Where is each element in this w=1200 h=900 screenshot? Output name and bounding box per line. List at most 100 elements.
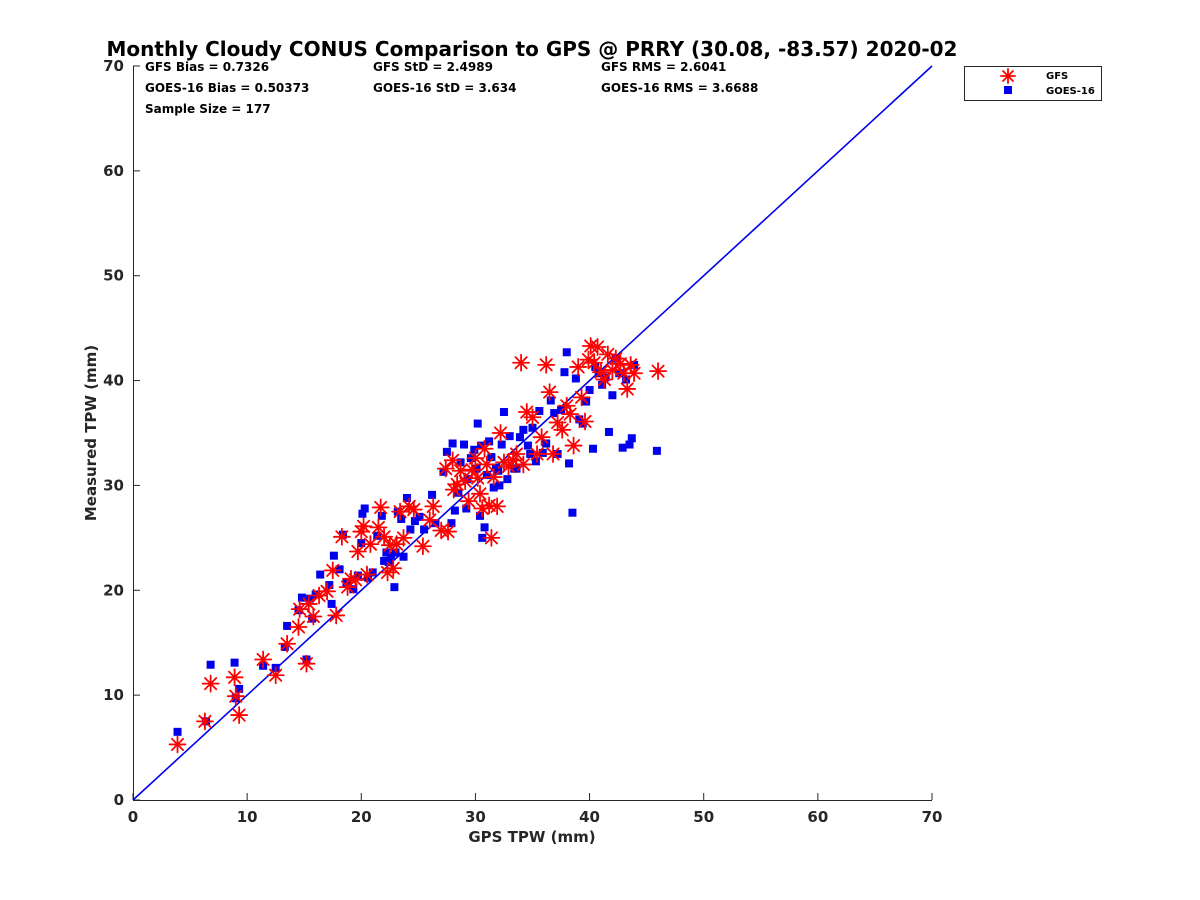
gfs-point [400,497,419,516]
gfs-point [414,537,432,556]
goes16-point [478,533,487,542]
goes16-point [542,439,551,448]
legend-gfs-marker [1000,68,1016,84]
gfs-point [468,469,487,487]
gfs-point [420,511,439,529]
goes16-point [482,470,491,479]
gfs-point [226,687,245,706]
goes-bias-text: GOES-16 Bias = 0.50373 [145,81,309,95]
gfs-point [459,492,478,511]
gfs-point [424,497,443,516]
goes16-point [428,490,437,499]
goes16-point [283,621,292,630]
gfs-point [361,535,380,554]
goes16-point [357,539,366,548]
goes16-point [235,684,244,693]
gfs-point [230,706,249,724]
goes16-point [377,511,386,520]
gfs-rms-text: GFS RMS = 2.6041 [601,60,726,74]
gfs-point [484,468,503,486]
goes16-point [494,466,503,475]
gfs-point [196,712,214,731]
gfs-point [564,436,583,455]
goes16-point [528,423,537,432]
y-axis-label: Measured TPW (mm) [82,345,100,521]
goes16-point [448,439,457,448]
goes16-point [557,405,566,414]
y-tick-label: 10 [103,686,124,704]
goes16-point [335,565,344,574]
gfs-point [348,542,367,561]
goes16-point [652,446,661,455]
gfs-point [480,496,499,515]
goes16-point [380,556,389,565]
gfs-point [471,484,489,503]
goes16-point [297,593,306,602]
goes16-point [585,386,594,395]
goes16-point [499,408,508,417]
series-goes16 [173,348,661,736]
gfs-point [512,353,530,372]
goes16-point [523,441,532,450]
goes16-point [349,585,358,594]
goes16-point [230,658,239,667]
gfs-point [332,527,351,546]
goes16-point [472,464,481,473]
gfs-point [404,500,423,519]
goes16-point [480,523,489,532]
gfs-point [528,445,546,463]
goes16-point [625,440,634,449]
gfs-point [290,600,309,619]
goes16-point [384,557,393,566]
x-tick-label: 50 [693,808,714,826]
goes16-point [598,380,607,389]
goes16-point [390,583,399,592]
goes16-point [327,599,336,608]
goes16-point [353,571,362,580]
goes16-point [358,509,367,518]
goes16-point [382,548,391,557]
goes16-point [608,391,617,400]
goes16-point [442,447,451,456]
gfs-bias-text: GFS Bias = 0.7326 [145,60,269,74]
goes16-point [562,348,571,357]
gfs-point [456,472,475,491]
gfs-point [540,383,559,402]
gfs-point [439,522,457,541]
gfs-point [649,362,667,381]
gfs-point [572,388,591,407]
goes16-point [604,427,613,436]
gfs-point [371,498,390,517]
gfs-point [254,650,273,669]
goes16-point [497,440,506,449]
goes16-point [462,504,471,513]
gfs-point [475,439,494,458]
x-tick-label: 30 [465,808,486,826]
goes16-point [431,519,440,528]
goes16-point [505,432,514,441]
sample-size-text: Sample Size = 177 [145,102,271,116]
x-axis-label: GPS TPW (mm) [468,828,595,846]
y-tick-label: 30 [103,476,124,494]
legend-box [964,66,1102,101]
goes16-point [360,504,369,513]
gfs-point [201,674,220,693]
gfs-point [569,358,588,376]
gfs-point [625,364,643,383]
legend-gfs-asterisk [1000,68,1016,84]
goes16-point [515,433,524,442]
x-tick-label: 20 [351,808,372,826]
goes16-point [460,440,469,449]
x-tick-label: 60 [807,808,828,826]
goes16-point [485,437,494,446]
gfs-point [168,735,187,754]
gfs-point [488,497,507,516]
goes16-point [487,453,496,462]
y-tick-label: 60 [103,162,124,180]
gfs-point [491,424,510,442]
goes16-point [206,660,215,669]
goes16-point [391,548,400,557]
goes16-point [402,494,411,503]
goes16-point [571,374,580,383]
